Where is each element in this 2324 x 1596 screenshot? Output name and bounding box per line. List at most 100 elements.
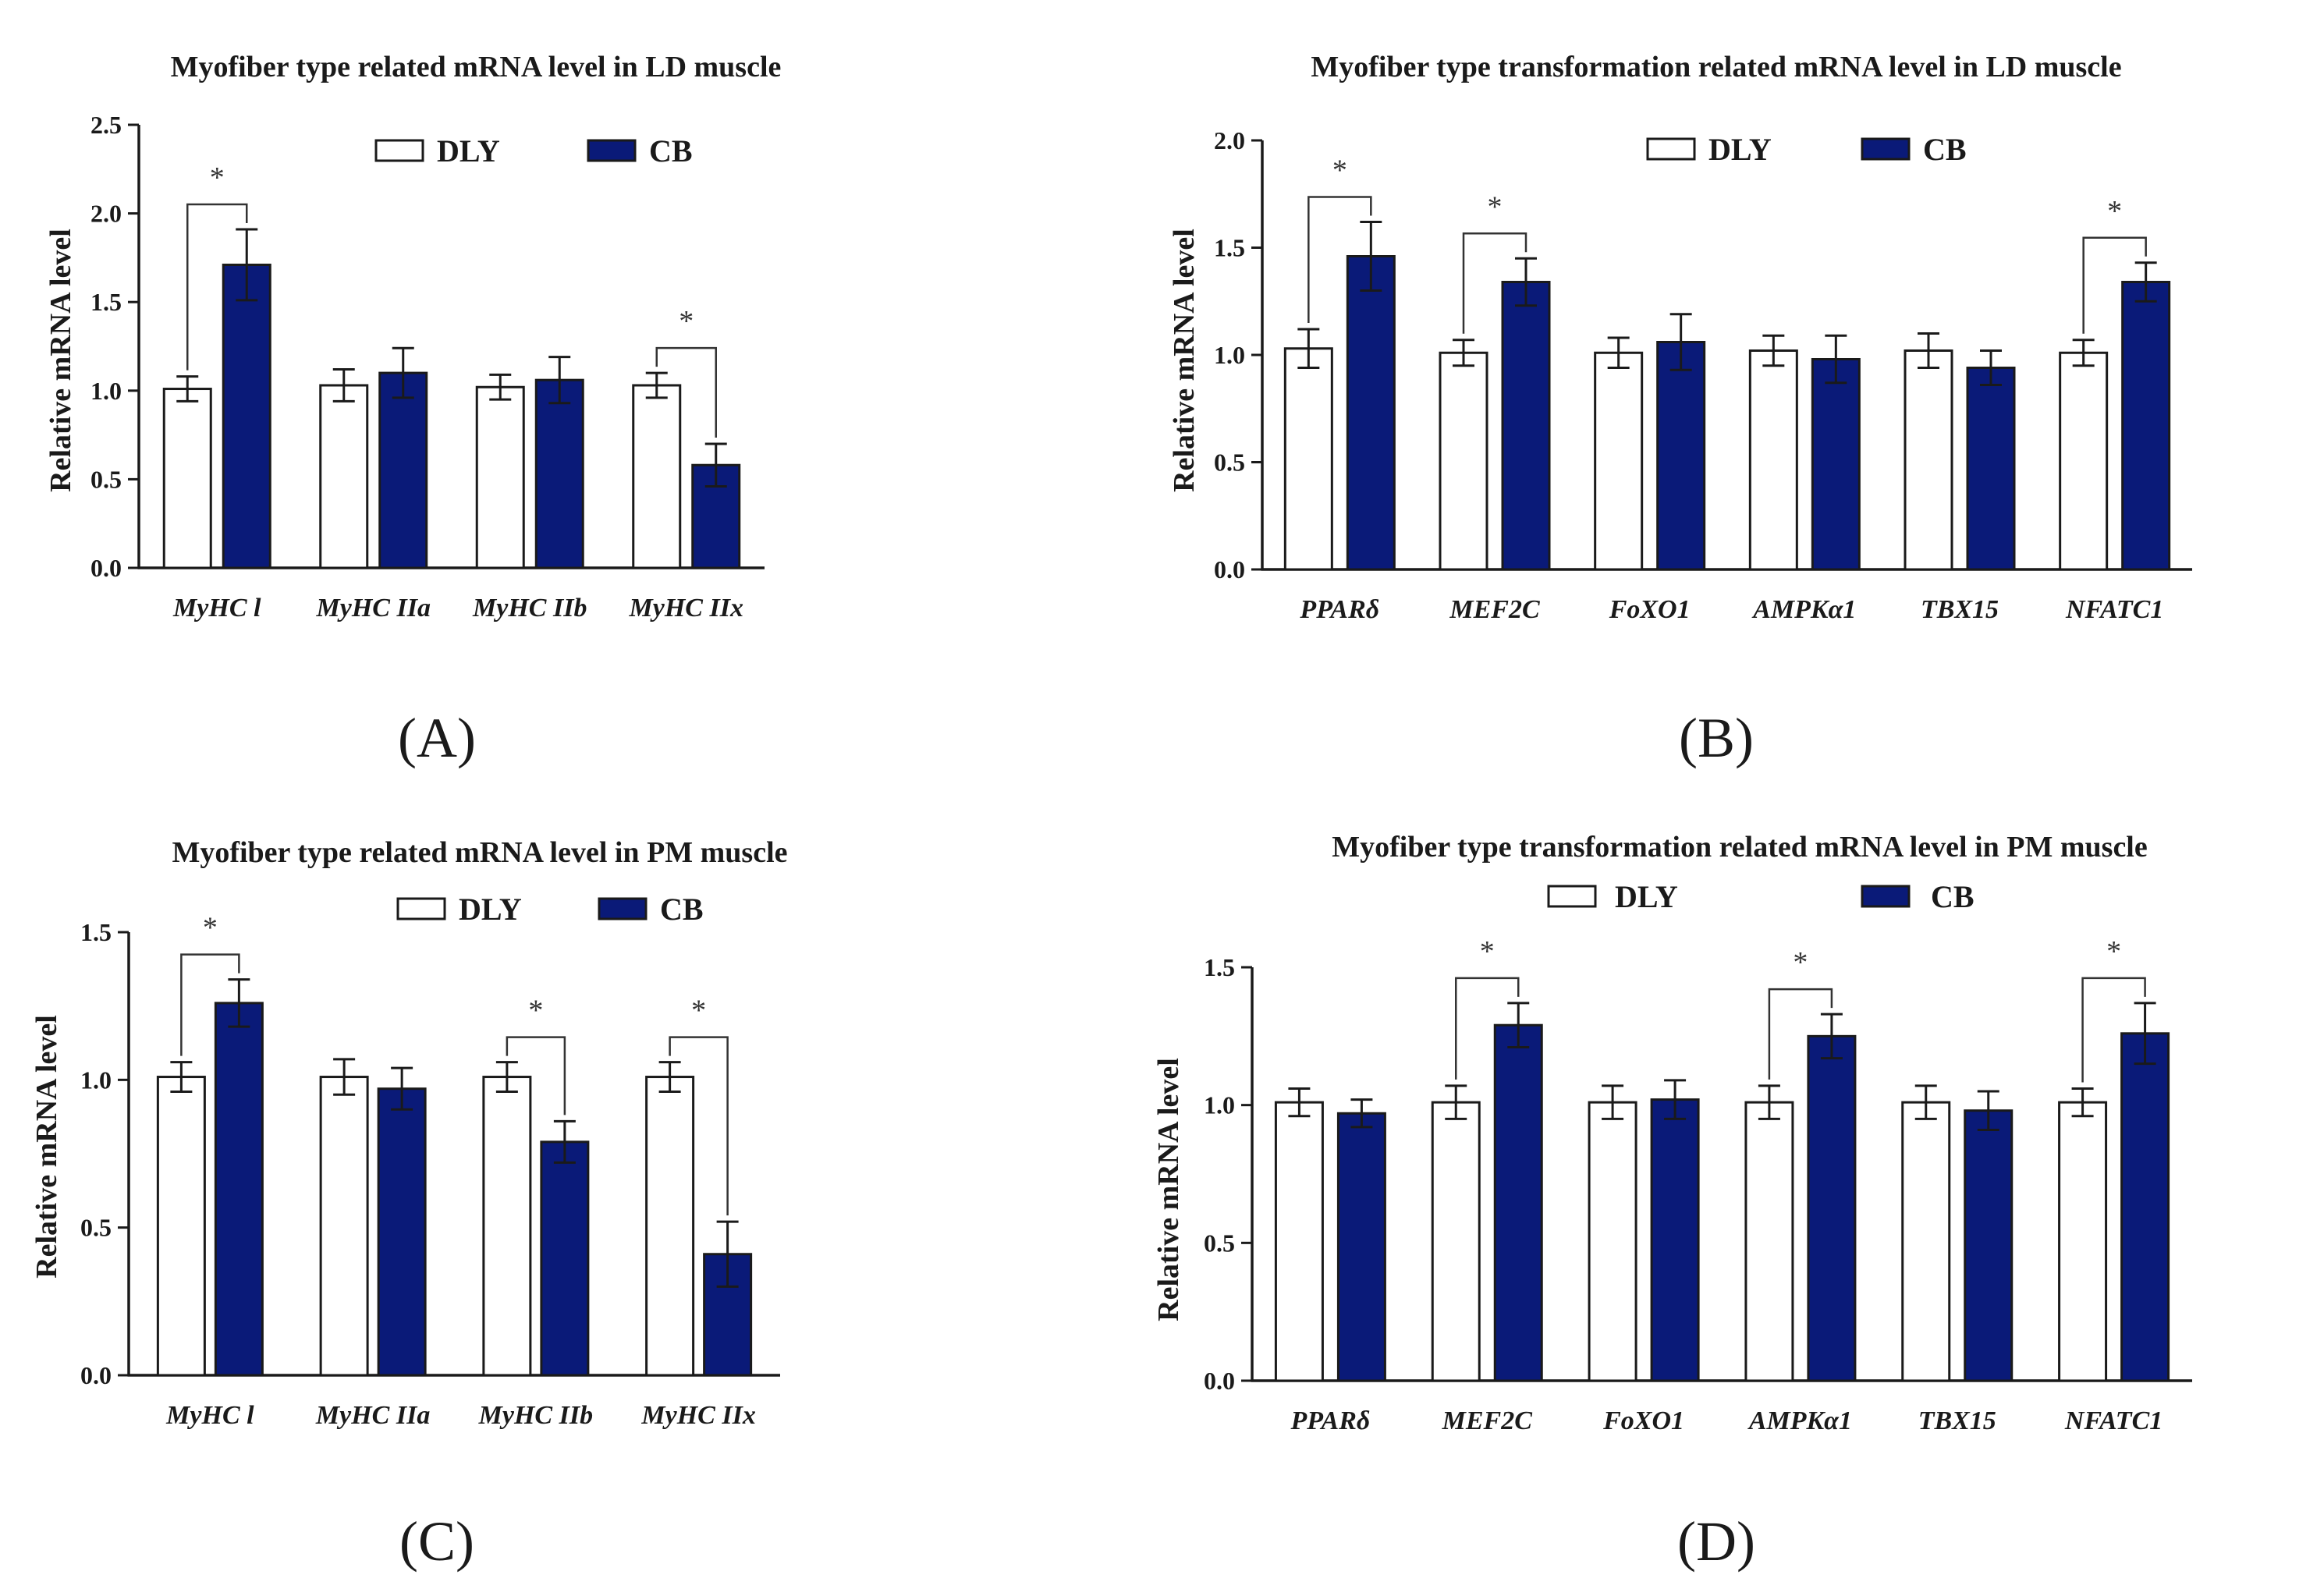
panel-d: Myofiber type transformation related mRN…	[1152, 831, 2192, 1573]
p3-bar-cb	[1964, 1109, 2014, 1382]
p1-significance-star: *	[1488, 190, 1503, 223]
p2-category-label: MyHC IIa	[315, 1401, 430, 1430]
p3-significance-bracket	[1455, 977, 1520, 1080]
panel-a-title: Myofiber type related mRNA level in LD m…	[171, 51, 782, 83]
panel-b-label: (B)	[1679, 707, 1754, 769]
p1-bar-dly	[1439, 351, 1488, 571]
p0-significance-star: *	[210, 161, 225, 194]
p0-significance-star: *	[679, 305, 694, 338]
p3-significance-bracket	[1768, 988, 1833, 1080]
p2-bar-dly	[645, 1076, 695, 1377]
p0-bar-dly	[162, 388, 212, 569]
p2-category-label: MyHC IIb	[478, 1401, 593, 1430]
panel-b-title: Myofiber type transformation related mRN…	[1311, 51, 2121, 83]
p0-category-label: MyHC IIb	[472, 594, 587, 622]
p3-bar-dly	[1901, 1101, 1951, 1382]
panel-a-y-axis-label: Relative mRNA level	[44, 229, 77, 492]
p2-significance-bracket	[669, 1036, 729, 1216]
p0-significance-bracket	[186, 203, 248, 371]
p0-y-tick-label: 2.5	[90, 111, 122, 139]
panel-a-plot: 0.0 0.5 1.0 1.5 2.0 2.5 * MyHC l MyHC IIa MyHC II…	[90, 111, 765, 622]
p3-bar-cb	[1807, 1034, 1857, 1382]
p1-bar-dly	[1904, 349, 1953, 571]
p2-bar-cb	[540, 1140, 590, 1377]
p3-bar-dly	[2058, 1101, 2108, 1382]
p1-bar-cb	[2121, 281, 2171, 571]
p3-y-tick-label: 1.5	[1204, 953, 1235, 981]
p1-category-label: AMPKα1	[1751, 595, 1856, 624]
p1-significance-bracket	[1462, 232, 1527, 334]
p1-category-label: NFATC1	[2065, 595, 2163, 624]
panel-a-legend: DLY CB	[374, 133, 693, 168]
p0-bar-cb	[378, 371, 428, 569]
p0-bar-dly	[475, 385, 525, 569]
p3-bar-dly	[1588, 1101, 1637, 1382]
panel-a: Myofiber type related mRNA level in LD m…	[44, 51, 781, 769]
p0-y-tick-label: 0.5	[90, 465, 122, 493]
p1-y-tick-label: 0.0	[1214, 555, 1245, 583]
panel-c-legend-dly-swatch	[396, 897, 446, 920]
panel-c-legend-cb-label: CB	[660, 892, 704, 927]
p1-significance-star: *	[1332, 154, 1347, 187]
p2-y-tick-label: 0.5	[80, 1214, 112, 1242]
p2-significance-star: *	[528, 995, 543, 1027]
panel-d-legend-dly-swatch	[1547, 885, 1597, 908]
p1-bar-cb	[1811, 358, 1861, 571]
p0-bar-cb	[222, 263, 271, 569]
p1-bar-dly	[1283, 347, 1333, 571]
p3-category-label: TBX15	[1918, 1406, 1996, 1435]
panel-c-label: (C)	[399, 1510, 474, 1573]
p3-y-tick-label: 0.0	[1204, 1367, 1235, 1395]
p1-bar-dly	[2059, 351, 2109, 571]
p0-bar-cb	[534, 378, 584, 569]
p2-bar-cb	[377, 1087, 427, 1377]
p1-significance-bracket	[1307, 196, 1372, 323]
p2-significance-star: *	[203, 912, 218, 945]
panel-b-legend-dly-label: DLY	[1708, 132, 1772, 167]
p2-y-tick-label: 0.0	[80, 1361, 112, 1389]
p1-y-tick-label: 2.0	[1214, 126, 1245, 154]
p1-category-label: FoXO1	[1609, 595, 1691, 624]
p3-bar-dly	[1431, 1101, 1481, 1382]
p2-bar-dly	[319, 1076, 369, 1377]
panel-b-legend-cb-swatch	[1861, 137, 1911, 161]
p3-category-label: FoXO1	[1602, 1406, 1684, 1435]
p2-significance-bracket	[506, 1036, 566, 1115]
p0-y-tick-label: 2.0	[90, 200, 122, 228]
p1-bar-cb	[1966, 367, 2016, 571]
p3-bar-cb	[1493, 1023, 1543, 1382]
panel-b-legend-dly-swatch	[1646, 137, 1696, 161]
p0-y-tick-label: 1.0	[90, 377, 122, 405]
panel-d-legend: DLY CB	[1547, 879, 1975, 914]
p1-bar-cb	[1501, 281, 1551, 571]
p3-bar-cb	[1336, 1112, 1386, 1382]
p2-category-label: MyHC IIx	[640, 1401, 755, 1430]
p2-bar-dly	[156, 1076, 206, 1377]
panel-c-legend-dly-label: DLY	[459, 892, 522, 927]
p0-y-tick-label: 1.5	[90, 288, 122, 316]
panel-c: Myofiber type related mRNA level in PM m…	[30, 836, 788, 1573]
p3-significance-star: *	[2106, 935, 2121, 968]
panel-a-legend-dly-swatch	[374, 139, 424, 162]
panel-b: Myofiber type transformation related mRN…	[1168, 51, 2192, 769]
panel-c-plot: 0.0 0.5 1.0 1.5 * MyHC l MyHC IIa * MyHC IIb * MyH…	[80, 912, 780, 1430]
p3-bar-cb	[2120, 1032, 2170, 1382]
p3-category-label: AMPKα1	[1747, 1406, 1852, 1435]
panel-c-y-axis-label: Relative mRNA level	[30, 1015, 63, 1279]
p3-bar-dly	[1274, 1101, 1324, 1382]
p3-category-label: MEF2C	[1442, 1406, 1533, 1435]
p3-bar-dly	[1744, 1101, 1794, 1382]
panel-a-legend-dly-label: DLY	[437, 133, 500, 168]
panel-d-legend-cb-label: CB	[1931, 879, 1975, 914]
p3-significance-star: *	[1480, 935, 1495, 968]
p3-category-label: NFATC1	[2064, 1406, 2163, 1435]
p1-significance-star: *	[2107, 195, 2122, 228]
panel-d-plot: 0.0 0.5 1.0 1.5 PPARδ * MEF2C FoXO1 * AMPKα1 TBX15…	[1204, 935, 2192, 1435]
p2-y-tick-label: 1.5	[80, 918, 112, 946]
p1-category-label: TBX15	[1921, 595, 1999, 624]
p1-y-tick-label: 1.5	[1214, 234, 1245, 262]
p3-significance-star: *	[1793, 946, 1808, 979]
p2-significance-bracket	[180, 953, 240, 1056]
p3-bar-cb	[1650, 1098, 1700, 1382]
p2-y-tick-label: 1.0	[80, 1066, 112, 1094]
